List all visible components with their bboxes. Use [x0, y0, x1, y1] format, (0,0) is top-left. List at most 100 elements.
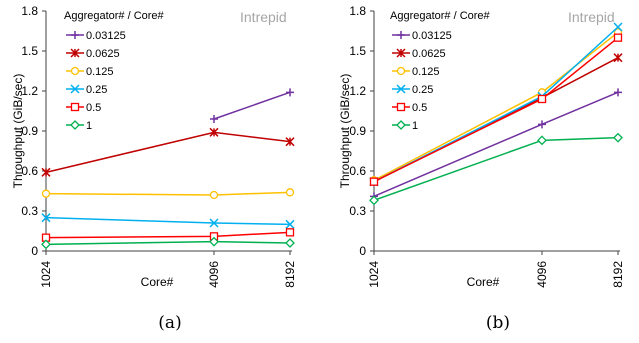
data-point: [41, 189, 51, 198]
data-point: [537, 94, 547, 104]
legend-marker: [70, 102, 80, 112]
chart-annotation: Intrepid: [568, 9, 615, 25]
figure-caption: (a): [158, 313, 181, 333]
data-point: [209, 236, 219, 247]
series-0.25: [41, 213, 295, 229]
legend-item: 0.125: [392, 66, 440, 78]
legend-item: 1: [66, 120, 92, 132]
series-0.5: [41, 228, 295, 242]
y-axis-label: Throughput (GiB/sec): [11, 74, 25, 189]
x-axis-label: Core#: [467, 275, 500, 289]
series-line: [373, 31, 619, 181]
data-point: [538, 120, 546, 129]
series-line: [373, 136, 619, 202]
data-point: [209, 127, 219, 137]
data-point: [537, 135, 547, 146]
legend-label: 0.0625: [86, 48, 120, 60]
data-point: [285, 137, 295, 147]
y-tick-label: 0.9: [21, 124, 38, 138]
x-tick-label: 8192: [611, 261, 625, 288]
legend-marker: [396, 84, 406, 94]
data-point: [613, 22, 623, 32]
legend-item: 0.25: [392, 84, 433, 96]
data-point: [209, 218, 219, 228]
legend-item: 0.5: [66, 102, 101, 114]
x-tick-label: 4096: [535, 261, 549, 288]
legend-label: 1: [86, 120, 92, 132]
y-tick-label: 0.3: [349, 204, 366, 218]
legend-label: 0.0625: [412, 48, 446, 60]
legend-marker: [70, 66, 80, 76]
chart-panel-b: 0 0.3 0.6 0.9 1.2 1.5 1.8 1024 4096 8192 Throughpu…: [338, 4, 625, 333]
data-point: [286, 88, 294, 97]
series-line: [45, 240, 291, 246]
data-point: [613, 53, 623, 63]
legend-label: 1: [412, 120, 418, 132]
data-point: [41, 213, 51, 223]
x-tick-label: 4096: [207, 261, 221, 288]
data-point: [369, 195, 379, 206]
y-tick-label: 1.2: [349, 84, 366, 98]
legend-item: 0.03125: [392, 30, 452, 42]
series-0.125: [41, 188, 295, 200]
y-tick-label: 1.5: [349, 44, 366, 58]
data-point: [614, 88, 622, 97]
y-tick-label: 0.6: [21, 164, 38, 178]
y-tick-label: 0.9: [349, 124, 366, 138]
legend-item: 0.25: [66, 84, 107, 96]
legend-marker: [396, 102, 406, 112]
legend-label: 0.5: [86, 102, 101, 114]
series-line: [45, 191, 291, 196]
data-point: [285, 228, 295, 237]
y-tick-label: 0.6: [349, 164, 366, 178]
legend-item: 0.0625: [66, 48, 120, 60]
series-line: [45, 216, 291, 226]
legend-item: 0.5: [392, 102, 427, 114]
legend-marker: [396, 66, 406, 76]
data-point: [613, 33, 623, 42]
y-tick-label: 1.5: [21, 44, 38, 58]
chart-annotation: Intrepid: [240, 9, 287, 25]
data-point: [209, 190, 219, 200]
legend-marker: [396, 48, 406, 58]
series-0.25: [369, 22, 623, 187]
legend-title: Aggregator# / Core#: [64, 10, 165, 22]
data-point: [285, 219, 295, 229]
legend-title: Aggregator# / Core#: [390, 10, 491, 22]
legend-label: 0.125: [86, 66, 114, 78]
series-line: [45, 131, 291, 174]
legend-marker: [71, 31, 79, 39]
legend-label: 0.03125: [86, 30, 126, 42]
legend-marker: [396, 120, 406, 130]
y-tick-label: 1.8: [349, 4, 366, 18]
legend-marker: [70, 48, 80, 58]
legend-item: 0.03125: [66, 30, 126, 42]
series-0.03125: [370, 88, 622, 201]
legend-marker: [70, 120, 80, 130]
y-axis-label: Throughput (GiB/sec): [338, 74, 352, 189]
data-point: [613, 132, 623, 143]
series-1: [41, 236, 295, 250]
data-point: [369, 177, 379, 186]
y-tick-label: 0: [359, 244, 366, 258]
series-0.03125: [210, 88, 294, 123]
series-0.5: [369, 33, 623, 186]
series-line: [373, 91, 619, 198]
x-tick-label: 1024: [39, 261, 53, 288]
legend-marker: [397, 31, 405, 39]
series-line: [373, 37, 619, 183]
data-point: [285, 188, 295, 197]
x-tick-label: 8192: [283, 261, 297, 288]
legend-label: 0.25: [412, 84, 433, 96]
legend-item: 1: [392, 120, 418, 132]
chart-panel-a: 0 0.3 0.6 0.9 1.2 1.5 1.8 1024 4096 8192 Throughpu…: [11, 4, 297, 333]
legend-label: 0.125: [412, 66, 440, 78]
data-point: [41, 239, 51, 250]
figure-caption: (b): [486, 313, 510, 333]
data-point: [285, 238, 295, 248]
legend-marker: [70, 84, 80, 94]
legend-item: 0.0625: [392, 48, 446, 60]
legend-label: 0.03125: [412, 30, 452, 42]
series-line: [373, 26, 619, 183]
